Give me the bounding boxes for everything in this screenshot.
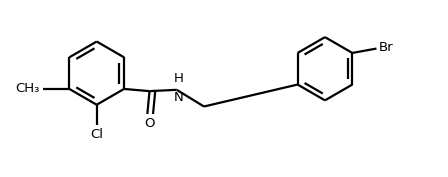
- Text: O: O: [145, 118, 155, 130]
- Text: Br: Br: [379, 41, 393, 54]
- Text: N: N: [174, 91, 183, 104]
- Text: H: H: [173, 72, 183, 85]
- Text: Cl: Cl: [90, 128, 103, 141]
- Text: CH₃: CH₃: [16, 82, 40, 95]
